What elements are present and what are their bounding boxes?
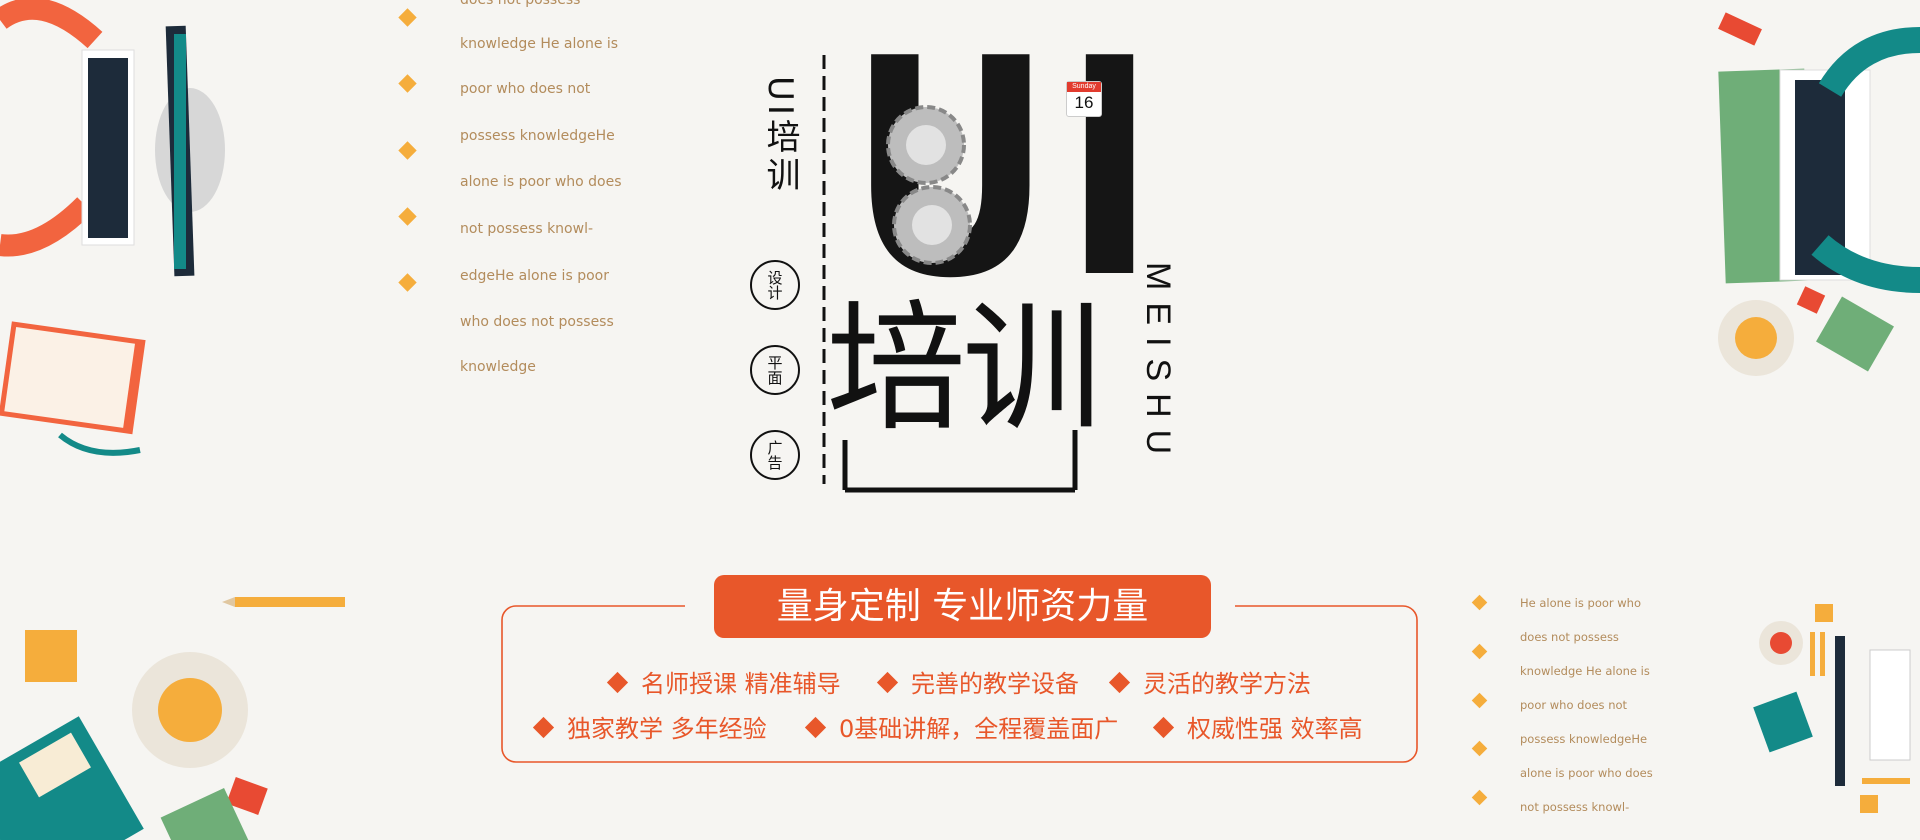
feature-text: 完善的教学设备: [911, 670, 1079, 698]
side-word: MEISHU: [1139, 262, 1177, 467]
calendar-icon: Sunday 16: [1066, 81, 1102, 117]
calendar-day: Sunday: [1067, 82, 1101, 92]
feature-item: 0基础讲解，全程覆盖面广: [804, 709, 1119, 744]
tag-circle: 平面: [750, 345, 800, 395]
text-line: edgeHe alone is poor: [460, 268, 609, 284]
calendar-date: 16: [1074, 93, 1094, 112]
bullet: [1108, 671, 1131, 694]
bullet: [804, 716, 827, 739]
tag-circle: 设计: [750, 260, 800, 310]
text-line: not possess knowl-: [1520, 800, 1630, 814]
feature-text: 权威性强 效率高: [1187, 715, 1363, 743]
text-line: not possess knowl-: [460, 221, 594, 237]
tag-circle: 广告: [750, 430, 800, 480]
text-line: alone is poor who does: [460, 174, 622, 190]
text-line: possess knowledgeHe: [460, 128, 615, 144]
text-line: who does not possess: [460, 314, 614, 330]
text-line: knowledge He alone is: [460, 36, 619, 52]
text-line: poor who does not: [1520, 698, 1628, 712]
text-line: He alone is poor who: [1520, 596, 1642, 610]
feature-text: 名师授课 精准辅导: [641, 670, 841, 698]
bullet: [532, 716, 555, 739]
bullet: [1152, 716, 1175, 739]
bullet: [876, 671, 899, 694]
text-line: does not possess: [460, 0, 581, 8]
text-line: knowledge: [460, 359, 536, 375]
big-title: 培训: [826, 288, 1102, 451]
text-line: knowledge He alone is: [1520, 664, 1650, 678]
gears: [886, 105, 972, 265]
text-line: alone is poor who does: [1520, 766, 1653, 780]
text-line: possess knowledgeHe: [1520, 732, 1648, 746]
feature-text: 0基础讲解，全程覆盖面广: [839, 715, 1119, 743]
feature-item: 名师授课 精准辅导: [606, 664, 841, 699]
feature-item: 灵活的教学方法: [1108, 664, 1311, 699]
bullet: [606, 671, 629, 694]
vertical-title: UI培训: [760, 76, 800, 195]
feature-item: 独家教学 多年经验: [532, 709, 767, 744]
text-line: poor who does not: [460, 81, 591, 97]
feature-item: 权威性强 效率高: [1152, 709, 1363, 744]
text-line: does not possess: [1520, 630, 1619, 644]
banner-heading: 量身定制 专业师资力量: [776, 586, 1149, 627]
feature-text: 独家教学 多年经验: [567, 715, 767, 743]
feature-text: 灵活的教学方法: [1143, 670, 1311, 698]
feature-item: 完善的教学设备: [876, 664, 1079, 699]
